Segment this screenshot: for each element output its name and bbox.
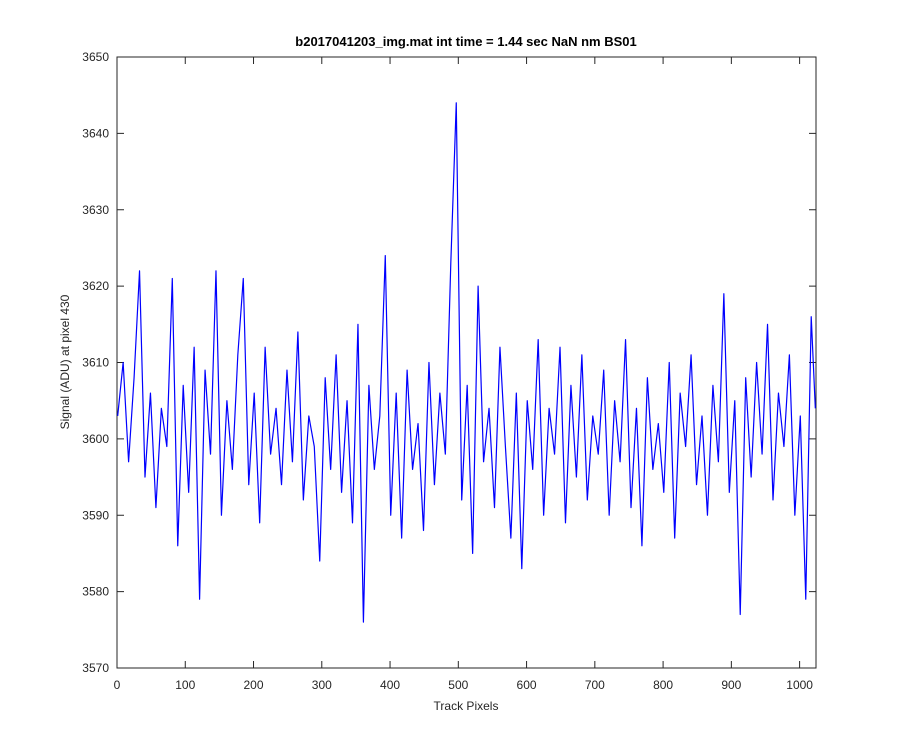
y-tick-label: 3570 bbox=[82, 661, 109, 675]
x-tick-label: 0 bbox=[114, 678, 121, 692]
y-tick-label: 3580 bbox=[82, 585, 109, 599]
x-tick-label: 900 bbox=[721, 678, 741, 692]
x-tick-label: 600 bbox=[517, 678, 537, 692]
chart-title: b2017041203_img.mat int time = 1.44 sec … bbox=[295, 34, 636, 49]
y-tick-label: 3650 bbox=[82, 50, 109, 64]
x-tick-label: 800 bbox=[653, 678, 673, 692]
y-tick-label: 3600 bbox=[82, 432, 109, 446]
y-axis-label: Signal (ADU) at pixel 430 bbox=[58, 294, 72, 429]
x-tick-label: 700 bbox=[585, 678, 605, 692]
y-tick-label: 3620 bbox=[82, 279, 109, 293]
axes-box bbox=[116, 56, 817, 669]
x-tick-label: 300 bbox=[312, 678, 332, 692]
y-tick-label: 3640 bbox=[82, 126, 109, 140]
data-line bbox=[117, 102, 816, 623]
y-tick-label: 3610 bbox=[82, 356, 109, 370]
x-tick-label: 500 bbox=[448, 678, 468, 692]
y-tick-label: 3630 bbox=[82, 203, 109, 217]
x-tick-label: 100 bbox=[175, 678, 195, 692]
x-tick-label: 400 bbox=[380, 678, 400, 692]
y-tick-label: 3590 bbox=[82, 508, 109, 522]
x-axis-label: Track Pixels bbox=[434, 699, 499, 713]
x-tick-label: 200 bbox=[244, 678, 264, 692]
x-tick-label: 1000 bbox=[786, 678, 813, 692]
